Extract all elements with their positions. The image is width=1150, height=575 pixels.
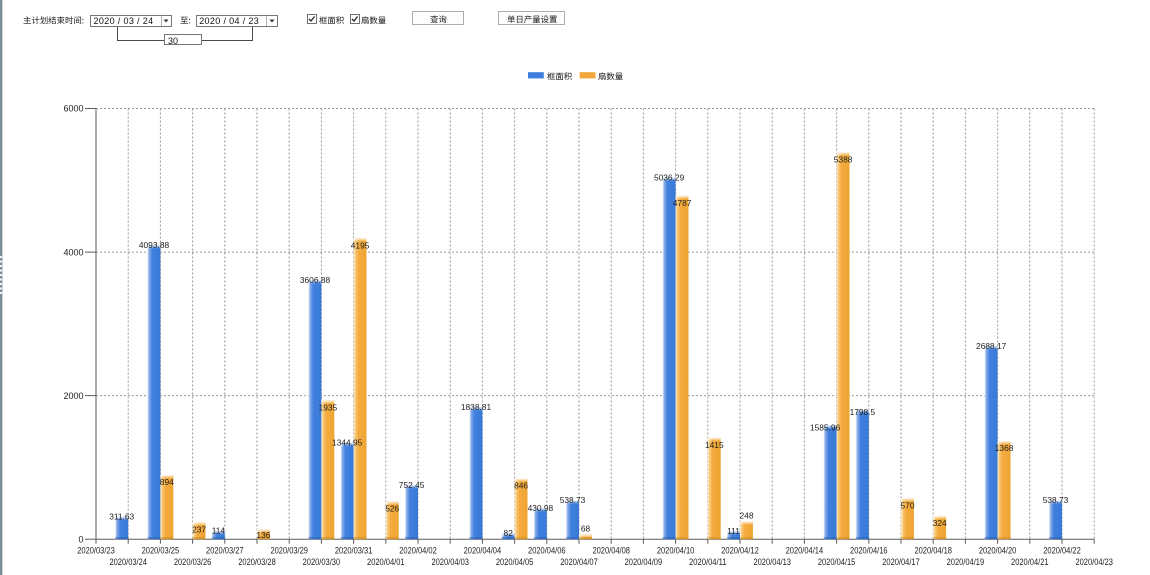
svg-text:2020/04/01: 2020/04/01 bbox=[367, 557, 405, 567]
svg-text:1368: 1368 bbox=[995, 443, 1014, 453]
svg-text:2020/03/27: 2020/03/27 bbox=[206, 546, 244, 556]
svg-text:2020/04/07: 2020/04/07 bbox=[560, 557, 598, 567]
svg-text:6000: 6000 bbox=[63, 104, 83, 114]
svg-text:430.98: 430.98 bbox=[528, 503, 554, 513]
svg-text:2020/04/10: 2020/04/10 bbox=[657, 546, 695, 556]
svg-text:4093.88: 4093.88 bbox=[139, 240, 170, 250]
svg-text:1344.95: 1344.95 bbox=[332, 437, 363, 447]
svg-text:1415: 1415 bbox=[705, 440, 724, 450]
svg-text:2020/04/14: 2020/04/14 bbox=[786, 546, 824, 556]
svg-text:1935: 1935 bbox=[319, 403, 338, 413]
svg-text:5036.29: 5036.29 bbox=[654, 172, 685, 182]
svg-text:2000: 2000 bbox=[63, 391, 83, 401]
svg-text:538.73: 538.73 bbox=[560, 495, 586, 505]
svg-text:68: 68 bbox=[581, 523, 591, 533]
svg-text:1798.5: 1798.5 bbox=[850, 407, 876, 417]
svg-text:752.45: 752.45 bbox=[399, 480, 425, 490]
svg-text:2020/04/17: 2020/04/17 bbox=[882, 557, 920, 567]
svg-text:2020/03/26: 2020/03/26 bbox=[174, 557, 212, 567]
svg-text:2020/03/25: 2020/03/25 bbox=[142, 546, 180, 556]
svg-text:2020/04/11: 2020/04/11 bbox=[689, 557, 727, 567]
svg-text:248: 248 bbox=[740, 510, 754, 520]
svg-text:2020/04/23: 2020/04/23 bbox=[1075, 557, 1113, 567]
svg-text:2020/04/03: 2020/04/03 bbox=[431, 557, 469, 567]
svg-text:2020/04/04: 2020/04/04 bbox=[464, 546, 502, 556]
svg-text:237: 237 bbox=[192, 524, 206, 534]
svg-text:2020/04/15: 2020/04/15 bbox=[818, 557, 856, 567]
svg-text:114: 114 bbox=[212, 526, 226, 536]
svg-text:2020/04/20: 2020/04/20 bbox=[979, 546, 1017, 556]
svg-text:2020/03/28: 2020/03/28 bbox=[238, 557, 276, 567]
svg-text:82: 82 bbox=[504, 528, 514, 538]
svg-text:2020/04/02: 2020/04/02 bbox=[399, 546, 437, 556]
svg-text:136: 136 bbox=[256, 530, 270, 540]
svg-text:2020/04/22: 2020/04/22 bbox=[1043, 546, 1081, 556]
svg-text:324: 324 bbox=[933, 518, 947, 528]
svg-text:111: 111 bbox=[727, 526, 740, 536]
svg-text:0: 0 bbox=[78, 534, 83, 544]
svg-text:2020/03/23: 2020/03/23 bbox=[77, 546, 115, 556]
svg-text:2020/03/31: 2020/03/31 bbox=[335, 546, 373, 556]
svg-text:4195: 4195 bbox=[351, 240, 370, 250]
svg-text:1585.96: 1585.96 bbox=[810, 422, 841, 432]
svg-text:4000: 4000 bbox=[63, 247, 83, 257]
svg-text:2020/04/13: 2020/04/13 bbox=[753, 557, 791, 567]
svg-text:538.73: 538.73 bbox=[1043, 495, 1069, 505]
svg-text:311.63: 311.63 bbox=[109, 511, 134, 521]
svg-text:526: 526 bbox=[385, 504, 399, 514]
svg-text:846: 846 bbox=[514, 481, 528, 491]
svg-text:2020/03/24: 2020/03/24 bbox=[109, 557, 147, 567]
svg-text:2020/04/16: 2020/04/16 bbox=[850, 546, 888, 556]
svg-text:2020/04/05: 2020/04/05 bbox=[496, 557, 534, 567]
svg-text:2020/04/09: 2020/04/09 bbox=[625, 557, 663, 567]
svg-text:5388: 5388 bbox=[834, 155, 853, 165]
svg-text:2020/04/08: 2020/04/08 bbox=[592, 546, 630, 556]
svg-text:1838.81: 1838.81 bbox=[461, 402, 492, 412]
svg-text:3606.88: 3606.88 bbox=[300, 275, 331, 285]
svg-text:2688.17: 2688.17 bbox=[976, 341, 1007, 351]
svg-text:2020/04/12: 2020/04/12 bbox=[721, 546, 759, 556]
svg-text:2020/04/19: 2020/04/19 bbox=[947, 557, 985, 567]
svg-text:2020/04/21: 2020/04/21 bbox=[1011, 557, 1049, 567]
svg-text:570: 570 bbox=[901, 501, 915, 511]
svg-text:4787: 4787 bbox=[673, 198, 692, 208]
svg-text:2020/03/29: 2020/03/29 bbox=[270, 546, 308, 556]
svg-text:2020/03/30: 2020/03/30 bbox=[303, 557, 341, 567]
svg-text:2020/04/06: 2020/04/06 bbox=[528, 546, 566, 556]
svg-text:894: 894 bbox=[160, 477, 174, 487]
svg-text:2020/04/18: 2020/04/18 bbox=[914, 546, 952, 556]
